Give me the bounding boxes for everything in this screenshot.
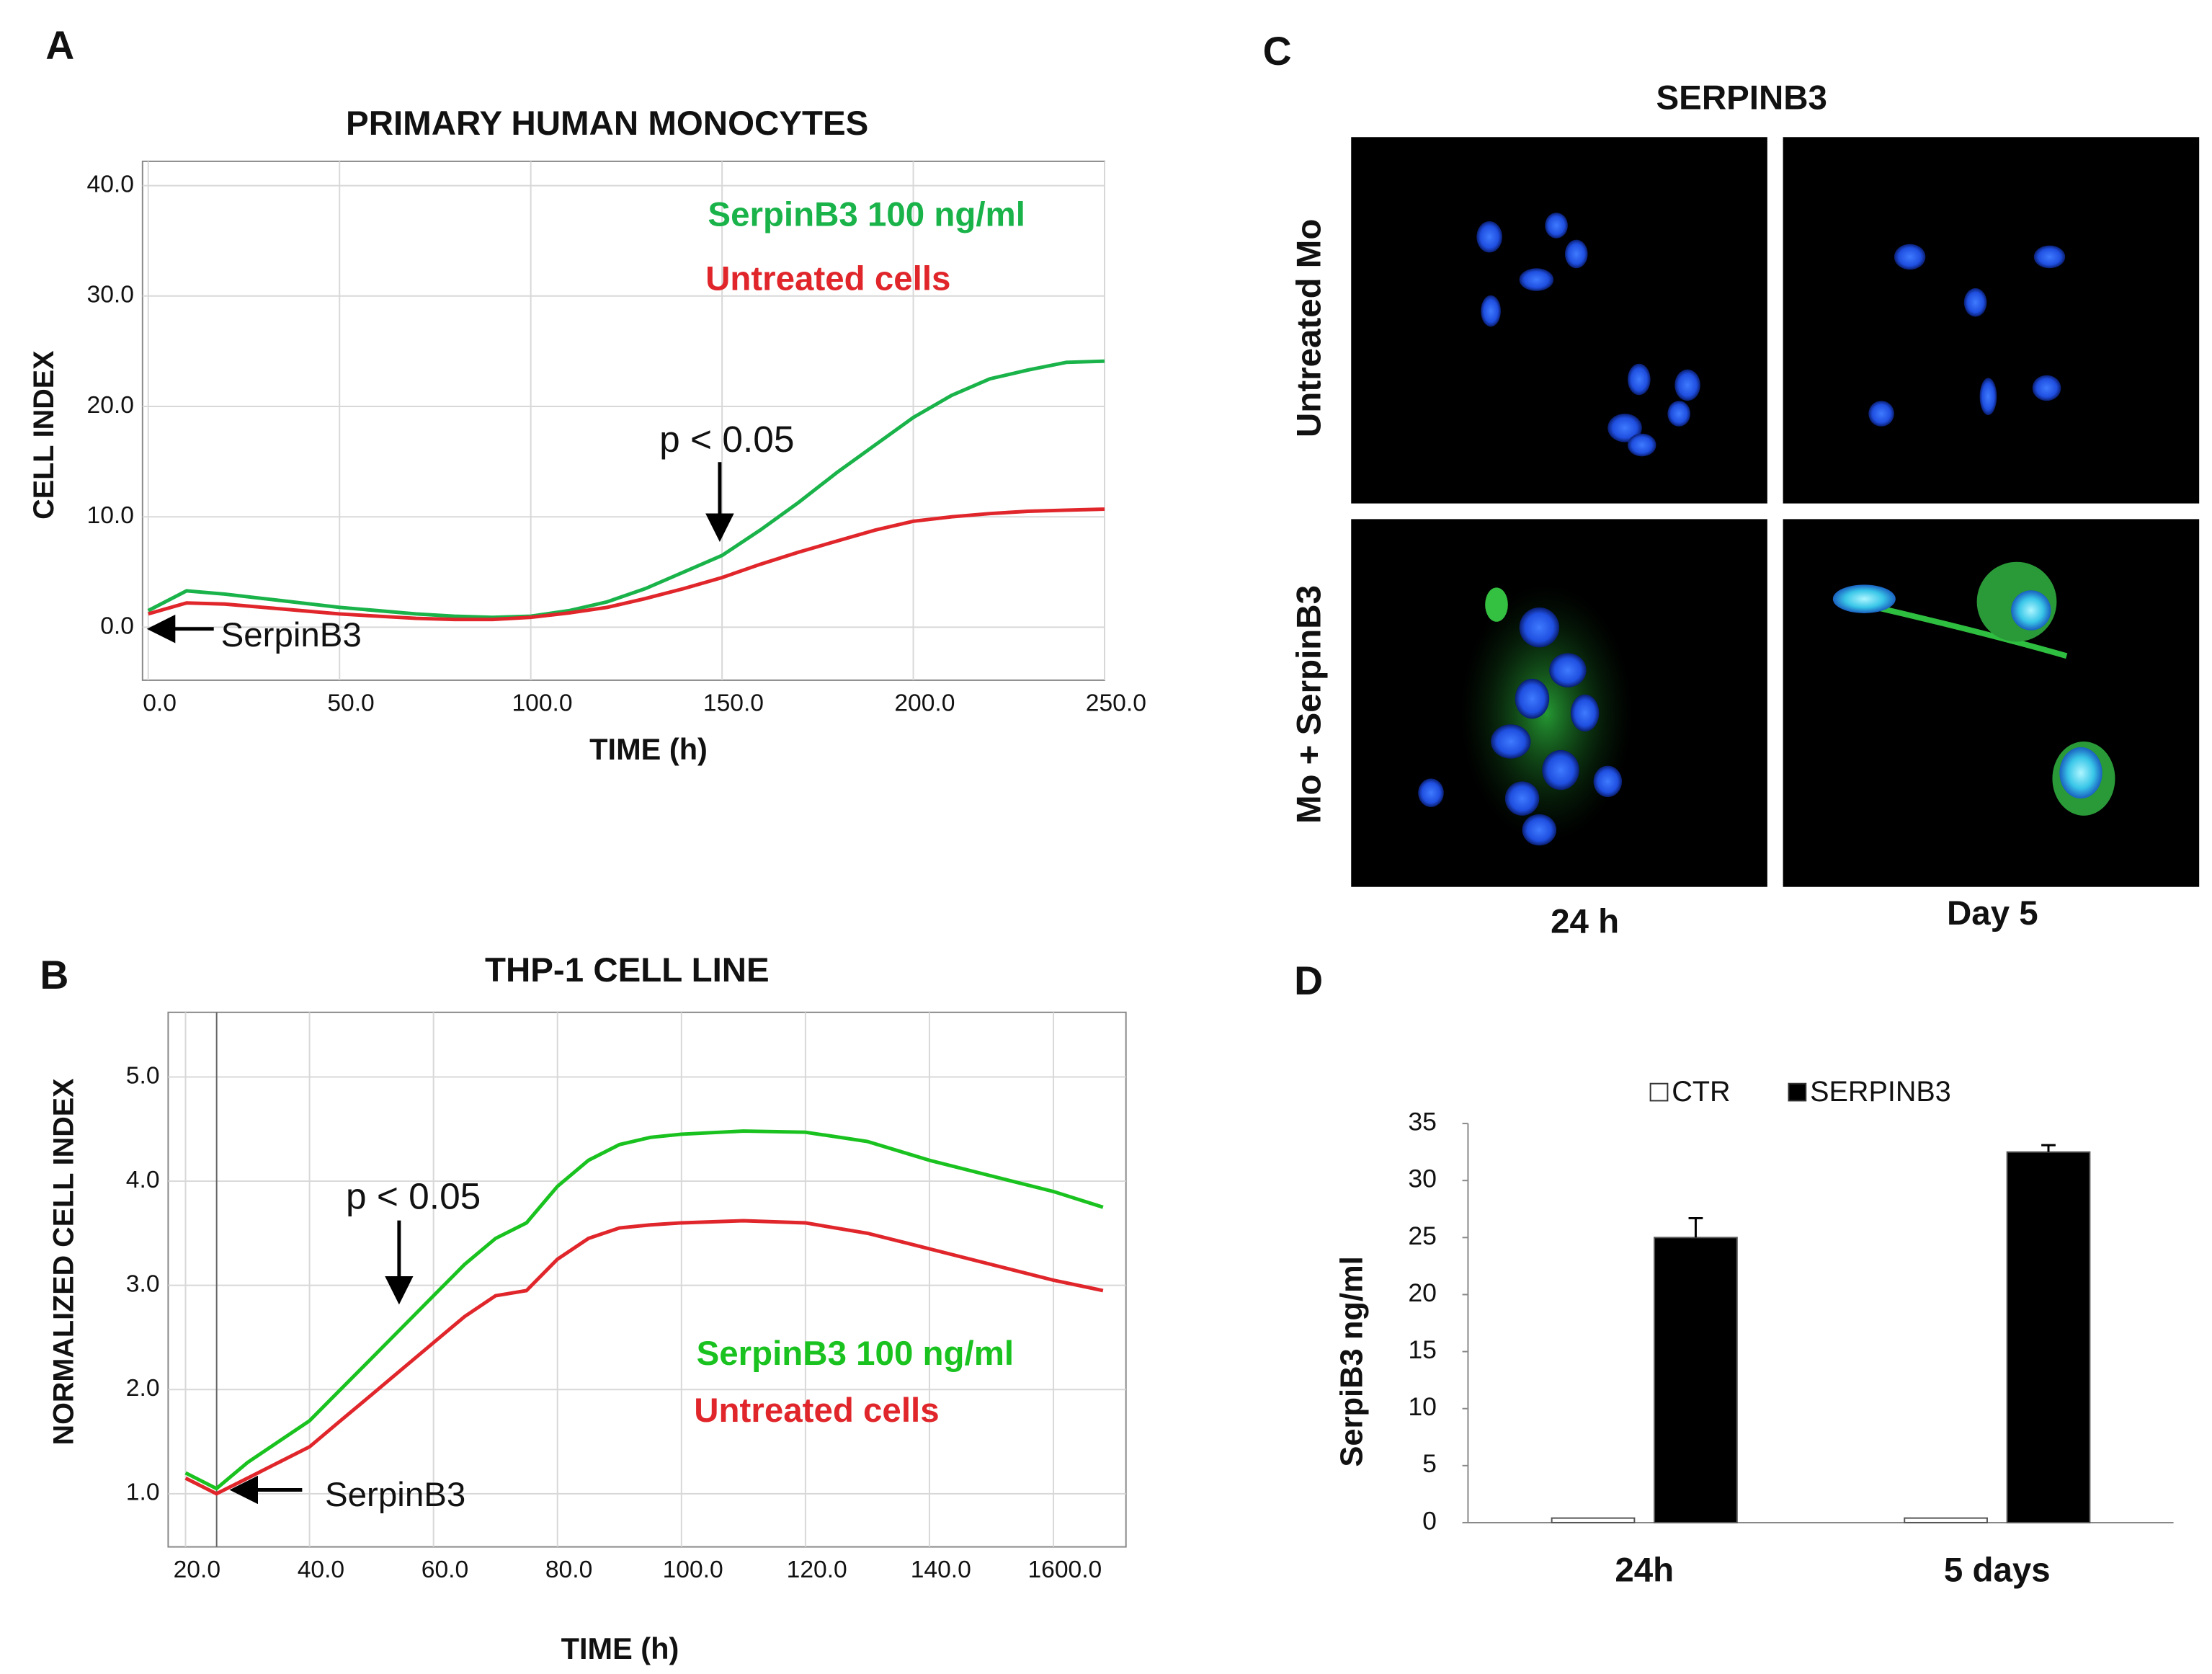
x-tick-label: 140.0 [911, 1557, 971, 1583]
plot-area [141, 160, 1106, 681]
y-tick-label: 35 [1408, 1108, 1437, 1136]
chart-title: THP-1 CELL LINE [485, 951, 770, 989]
legend-swatch [1649, 1082, 1669, 1102]
y-tick-label: 20.0 [87, 392, 134, 419]
micrograph-panel: SERPINB3 Untreated Mo Mo + Se [1290, 79, 2200, 941]
chart-title: PRIMARY HUMAN MONOCYTES [346, 104, 868, 143]
column-label: 24 h [1551, 903, 1619, 941]
y-tick-label: 0 [1422, 1506, 1437, 1535]
series-line [148, 507, 1105, 622]
legend-swatch [1788, 1082, 1807, 1102]
x-tick-label: 250.0 [1086, 690, 1146, 716]
x-tick-label: 0.0 [143, 690, 177, 716]
annotation: SerpinB3 [221, 616, 362, 654]
row-label: Untreated Mo [1290, 219, 1328, 437]
legend-label: Untreated cells [694, 1392, 939, 1430]
y-tick-label: 30.0 [87, 282, 134, 308]
bar [1654, 1237, 1738, 1523]
y-tick-label: 3.0 [126, 1271, 160, 1298]
x-tick-label: 120.0 [787, 1557, 847, 1583]
y-axis-label: SerpiB3 ng/ml [1335, 1256, 1370, 1466]
y-tick-label: 25 [1408, 1221, 1437, 1250]
x-tick-label: 100.0 [663, 1557, 723, 1583]
micrograph [1783, 137, 2200, 504]
bar [1904, 1517, 1988, 1523]
annotation: p < 0.05 [346, 1175, 481, 1217]
series-line [147, 359, 1105, 620]
series-line [184, 1219, 1104, 1496]
y-tick-label: 10 [1408, 1392, 1437, 1421]
plot-area [167, 1011, 1127, 1548]
panel-label: C [1263, 29, 1292, 74]
x-axis-label: TIME (h) [589, 732, 708, 766]
panel-label: D [1294, 958, 1323, 1003]
legend-label: CTR [1672, 1076, 1730, 1108]
bar [1551, 1517, 1636, 1523]
y-axis-label: CELL INDEX [28, 350, 60, 520]
legend-label: SerpinB3 100 ng/ml [697, 1335, 1014, 1373]
x-tick-label: 50.0 [327, 690, 374, 716]
y-tick-label: 30 [1408, 1165, 1437, 1193]
bar [2006, 1151, 2091, 1523]
x-tick-label: 40.0 [298, 1557, 344, 1583]
x-tick-label: 5 days [1944, 1551, 2051, 1590]
panel-title: SERPINB3 [1656, 79, 1827, 117]
annotation: SerpinB3 [325, 1476, 465, 1514]
micrograph [1351, 137, 1767, 504]
y-axis-label: NORMALIZED CELL INDEX [48, 1078, 79, 1446]
annotation: p < 0.05 [659, 418, 794, 460]
x-tick-label: 80.0 [545, 1557, 592, 1583]
y-tick-label: 5.0 [126, 1062, 160, 1089]
y-tick-label: 5 [1422, 1449, 1437, 1478]
legend-label: Untreated cells [705, 260, 950, 298]
x-tick-label: 200.0 [894, 690, 955, 716]
cells [1418, 213, 2115, 846]
y-tick-label: 4.0 [126, 1167, 160, 1193]
y-tick-label: 2.0 [126, 1375, 160, 1402]
x-axis-label: TIME (h) [561, 1631, 679, 1665]
y-tick-label: 0.0 [100, 613, 134, 639]
x-tick-label: 60.0 [422, 1557, 468, 1583]
x-tick-label: 24h [1615, 1551, 1674, 1590]
x-tick-label: 1600.0 [1027, 1557, 1102, 1583]
y-tick-label: 10.0 [87, 502, 134, 529]
x-tick-label: 20.0 [174, 1557, 220, 1583]
legend-label: SERPINB3 [1810, 1076, 1951, 1108]
panel-label: B [40, 953, 68, 997]
x-tick-label: 150.0 [703, 690, 764, 716]
series-line [184, 1129, 1104, 1491]
x-tick-label: 100.0 [512, 690, 572, 716]
error-bar [1688, 1216, 1703, 1238]
y-tick-label: 1.0 [126, 1479, 160, 1506]
y-tick-label: 20 [1408, 1278, 1437, 1307]
error-bar [2041, 1144, 2056, 1152]
panel-label: A [45, 23, 74, 68]
y-tick-label: 40.0 [87, 171, 134, 197]
column-label: Day 5 [1947, 894, 2038, 932]
row-label: Mo + SerpinB3 [1290, 585, 1328, 824]
legend-label: SerpinB3 100 ng/ml [708, 196, 1025, 234]
y-tick-label: 15 [1408, 1335, 1437, 1364]
